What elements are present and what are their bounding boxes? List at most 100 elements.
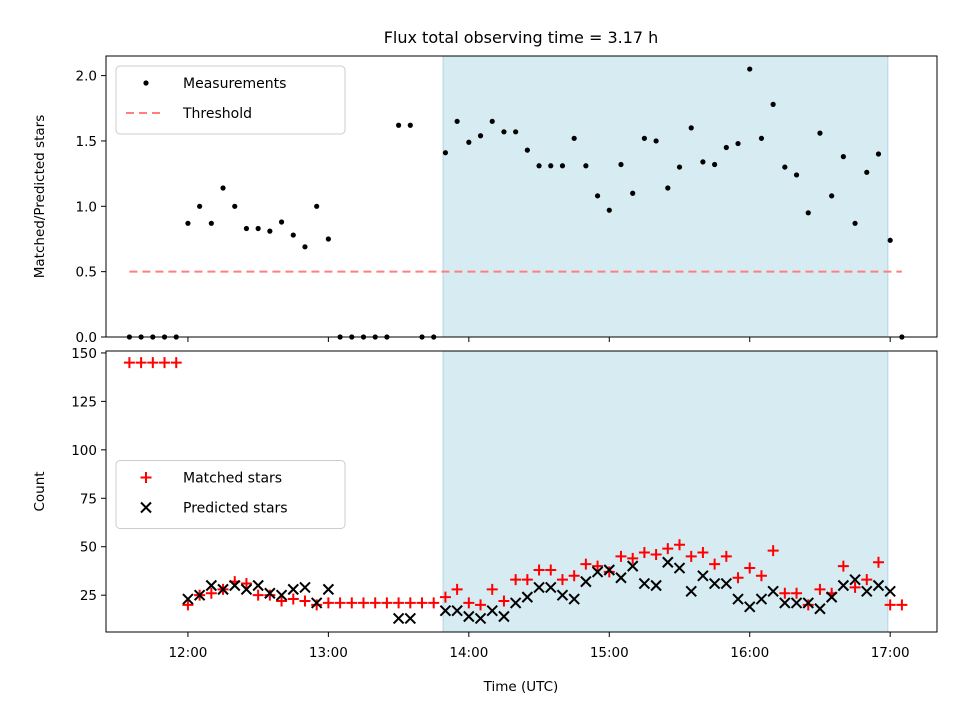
y-tick-label: 150 (71, 346, 97, 362)
data-point (486, 583, 498, 595)
data-point (653, 138, 659, 144)
data-point (779, 587, 791, 599)
data-point (712, 161, 718, 168)
data-point (205, 579, 218, 592)
data-point (252, 579, 264, 592)
data-point (182, 599, 194, 611)
data-point (521, 574, 533, 586)
data-point (545, 564, 557, 576)
data-point (439, 604, 452, 617)
legend-label: Matched stars (183, 471, 282, 487)
data-point (650, 548, 662, 560)
x-tick-label: 12:00 (168, 645, 207, 661)
y-tick-label: 75 (80, 491, 97, 507)
data-point (325, 236, 331, 242)
data-point (884, 599, 896, 611)
data-point (720, 577, 733, 590)
data-point (767, 545, 779, 557)
data-point (732, 593, 744, 605)
y-axis-label: Count (32, 471, 48, 511)
data-point (404, 612, 417, 625)
data-point (591, 566, 604, 578)
data-point (463, 597, 475, 609)
data-point (185, 220, 191, 226)
series-measurements (126, 66, 905, 340)
data-point (580, 575, 592, 588)
data-point (767, 585, 779, 598)
data-point (747, 66, 753, 72)
data-point (559, 163, 566, 169)
data-point (852, 220, 858, 226)
data-point (676, 164, 683, 170)
data-point (662, 556, 674, 568)
data-point (615, 550, 627, 562)
data-point (524, 147, 530, 153)
data-point (381, 597, 393, 609)
data-point (814, 603, 826, 615)
data-point (510, 574, 522, 586)
data-point (556, 589, 569, 601)
data-point (232, 203, 238, 209)
data-point (240, 583, 253, 596)
data-point (240, 578, 252, 590)
data-point (861, 585, 873, 598)
data-point (697, 547, 709, 559)
data-point (299, 595, 311, 607)
data-point (861, 574, 873, 586)
data-point (310, 597, 323, 609)
data-point (872, 579, 885, 592)
data-point (864, 169, 870, 175)
data-point (887, 237, 893, 243)
data-point (396, 122, 402, 128)
data-point (299, 581, 311, 594)
data-point (603, 566, 615, 578)
data-point (755, 570, 767, 582)
data-point (442, 150, 449, 156)
data-point (638, 577, 651, 590)
data-point (208, 220, 214, 226)
data-point (451, 604, 463, 617)
x-tick-label: 13:00 (309, 645, 348, 661)
data-point (770, 101, 776, 107)
data-point (615, 572, 627, 584)
x-axis-label: Time (UTC) (483, 679, 559, 695)
data-point (311, 599, 323, 611)
data-point (513, 129, 519, 135)
data-point (755, 593, 768, 605)
data-point (159, 357, 171, 369)
data-point (744, 601, 756, 613)
plot-frame (105, 55, 938, 338)
legend-swatch (140, 501, 152, 514)
data-point (673, 562, 686, 574)
data-point (641, 135, 647, 141)
data-point (322, 597, 334, 609)
x-tick-label: 17:00 (871, 645, 910, 661)
data-point (849, 573, 861, 586)
data-point (416, 597, 428, 609)
data-point (685, 550, 697, 562)
x-tick-label: 14:00 (449, 645, 488, 661)
data-point (407, 122, 413, 128)
legend: Measurements Threshold (115, 65, 346, 135)
data-point (814, 583, 826, 595)
ratio-panel: 0.0 0.5 1.0 1.5 2.0 Matched/Predicted stars Me… (32, 55, 938, 346)
data-point (571, 135, 577, 141)
data-point (583, 163, 589, 169)
data-point (193, 589, 206, 601)
data-point (685, 585, 697, 598)
data-point (123, 357, 135, 369)
data-point (220, 185, 226, 191)
data-point (252, 589, 264, 601)
data-point (782, 164, 788, 170)
data-point (744, 562, 756, 574)
data-point (802, 599, 814, 611)
data-point (884, 585, 896, 598)
data-point (404, 597, 416, 609)
data-point (568, 593, 580, 605)
data-point (580, 558, 592, 570)
data-point (592, 560, 604, 572)
data-point (594, 193, 601, 199)
data-point (603, 564, 615, 576)
data-point (451, 583, 463, 595)
data-point (521, 591, 534, 603)
